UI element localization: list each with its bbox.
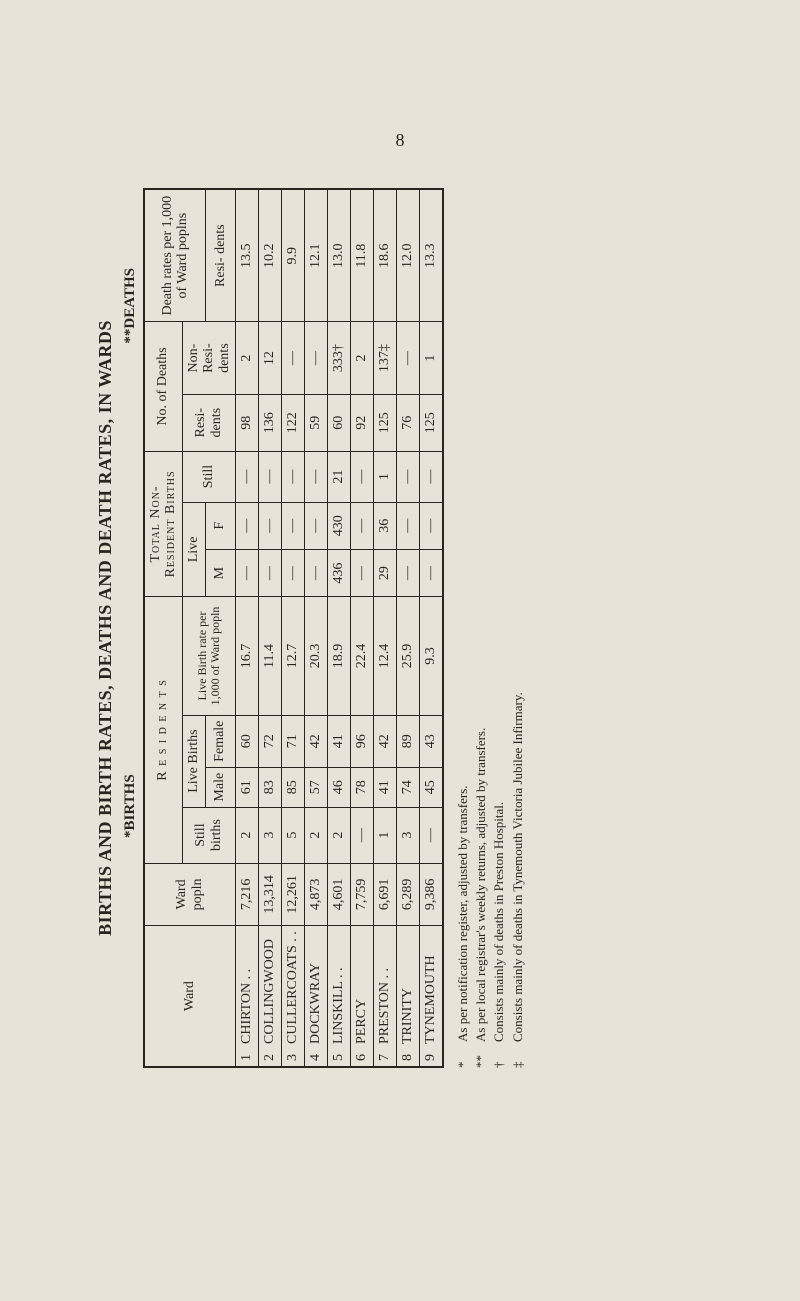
births-label: *BIRTHS — [122, 774, 139, 838]
footnotes: *As per notification register, adjusted … — [454, 188, 527, 1068]
footnote: **As per local registrar's weekly return… — [472, 188, 490, 1068]
hdr-f: F — [205, 502, 235, 549]
table-row: 7PRESTON . .6,6911414212.429361125137‡18… — [373, 189, 396, 1067]
hdr-dr-resi: Resi- dents — [205, 189, 235, 322]
table-row: 9TYNEMOUTH9,386—45439.3———125113.3 — [419, 189, 443, 1067]
footnote: ‡Consists mainly of deaths in Tynemouth … — [509, 188, 527, 1068]
rotated-content: BIRTHS AND BIRTH RATES, DEATHS AND DEATH… — [95, 188, 527, 1068]
hdr-live: Live — [182, 502, 205, 597]
hdr-nonres: Total Non-Resident Births — [144, 451, 182, 597]
table-row: 3CULLERCOATS . .12,2615857112.7———122—9.… — [281, 189, 304, 1067]
hdr-residents: R e s i d e n t s — [144, 597, 182, 863]
hdr-pop: Ward popln — [144, 863, 235, 926]
subtitle-row: *BIRTHS **DEATHS — [122, 188, 139, 1068]
hdr-still-births: Still births — [182, 807, 235, 863]
page-number: 8 — [0, 130, 800, 151]
hdr-still: Still — [182, 451, 235, 502]
data-table: Ward Ward popln R e s i d e n t s Total … — [143, 188, 444, 1068]
hdr-no-deaths: No. of Deaths — [144, 322, 182, 451]
table-row: 8TRINITY6,2893748925.9———76—12.0 — [396, 189, 419, 1067]
hdr-female: Female — [205, 715, 235, 767]
hdr-d-resi: Resi- dents — [182, 394, 235, 451]
tbody: 1CHIRTON . .7,2162616016.7———98213.5 2CO… — [235, 189, 443, 1067]
page: 8 BIRTHS AND BIRTH RATES, DEATHS AND DEA… — [0, 0, 800, 1301]
hdr-death-rates: Death rates per 1,000 of Ward poplns — [144, 189, 205, 322]
main-title: BIRTHS AND BIRTH RATES, DEATHS AND DEATH… — [95, 188, 116, 1068]
deaths-label: **DEATHS — [122, 268, 139, 344]
table-row: 1CHIRTON . .7,2162616016.7———98213.5 — [235, 189, 258, 1067]
table-row: 4DOCKWRAY4,8732574220.3———59—12.1 — [304, 189, 327, 1067]
table-row: 2COLLINGWOOD13,3143837211.4———1361210.2 — [258, 189, 281, 1067]
hdr-rate: Live Birth rate per 1,000 of Ward popln — [182, 597, 235, 715]
hdr-d-nonresi: Non- Resi- dents — [182, 322, 235, 395]
hdr-live-births: Live Births — [182, 715, 205, 807]
hdr-ward: Ward — [144, 926, 235, 1067]
hdr-m: M — [205, 549, 235, 596]
hdr-male: Male — [205, 767, 235, 807]
footnote: *As per notification register, adjusted … — [454, 188, 472, 1068]
footnote: †Consists mainly of deaths in Preston Ho… — [490, 188, 508, 1068]
table-row: 5LINSKILL . .4,6012464118.94364302160333… — [327, 189, 350, 1067]
table-row: 6PERCY7,759—789622.4———92211.8 — [350, 189, 373, 1067]
